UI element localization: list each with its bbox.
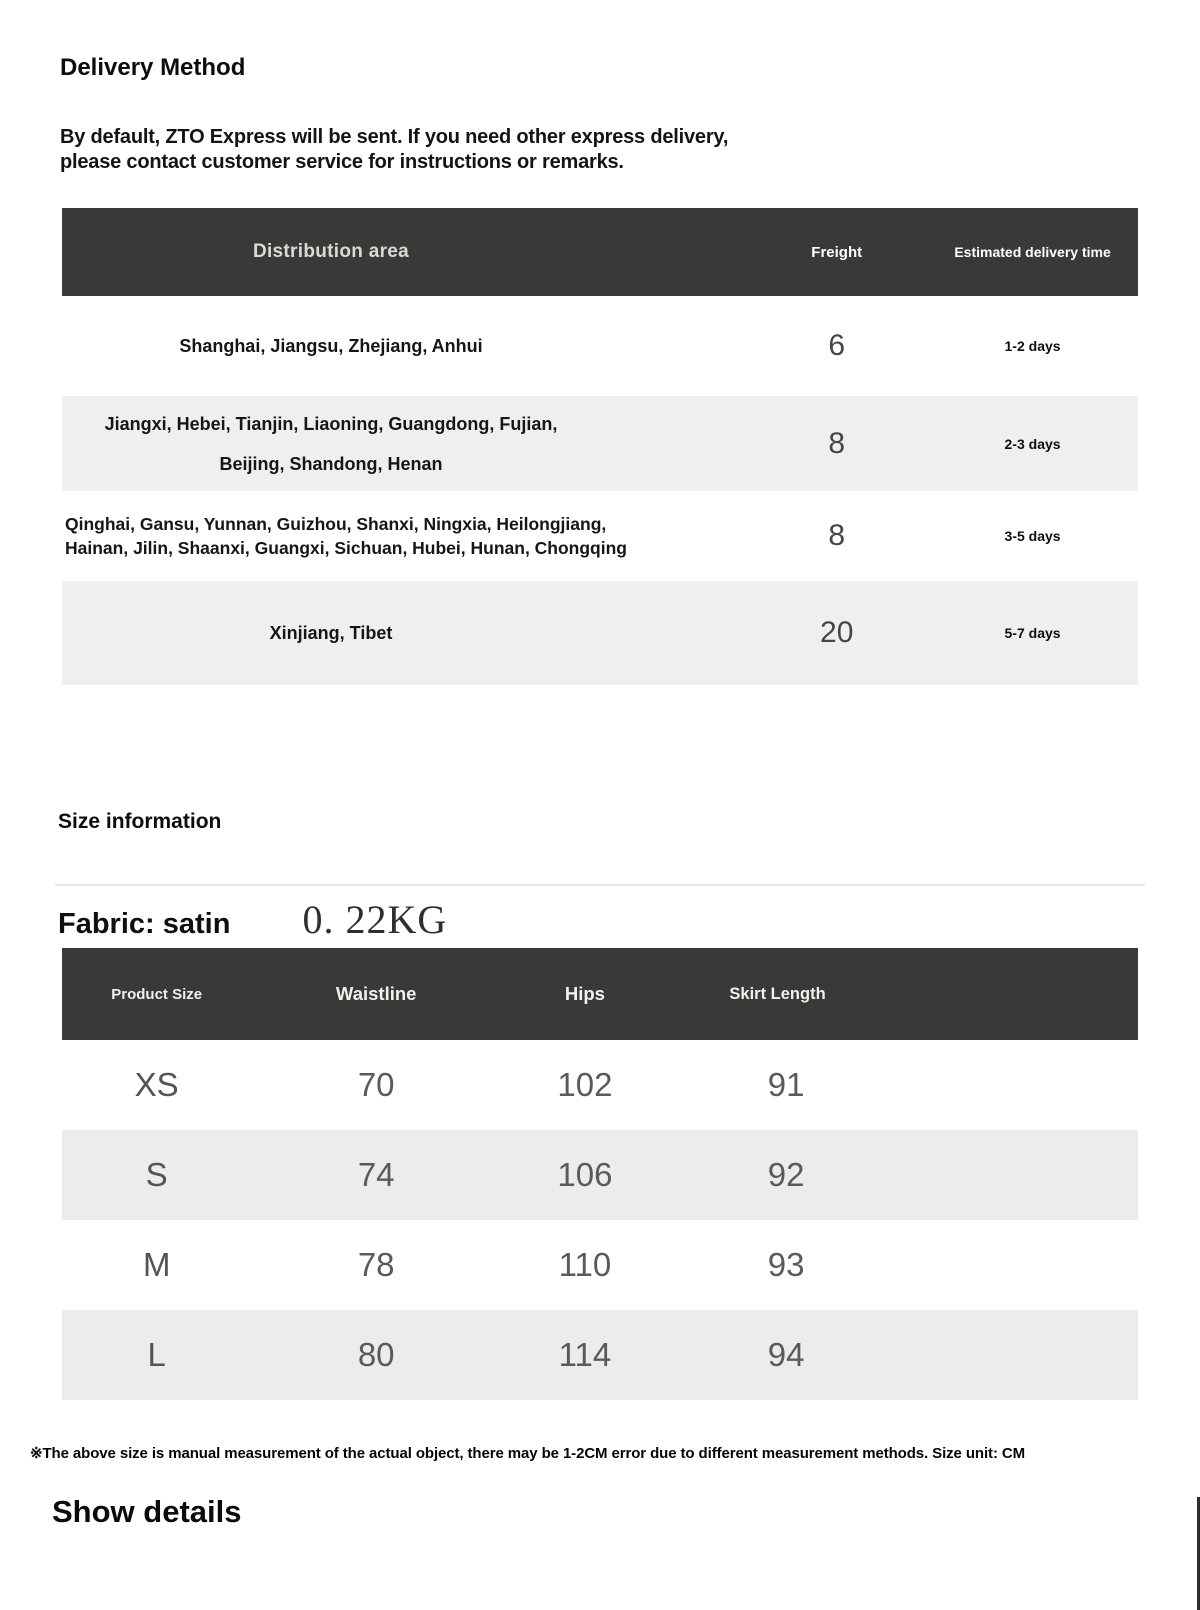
delivery-description: By default, ZTO Express will be sent. If…: [60, 125, 728, 175]
size-cell-waistline: 70: [357, 1066, 395, 1103]
freight-cell: 8: [828, 426, 846, 460]
delivery-time-cell: 5-7 days: [1004, 625, 1061, 641]
delivery-description-line: By default, ZTO Express will be sent. If…: [60, 126, 729, 148]
size-table-row: M 78 110 93: [62, 1220, 1138, 1310]
size-cell-hips: 114: [558, 1336, 612, 1373]
size-cell-waistline: 78: [357, 1246, 395, 1283]
delivery-table-body: Shanghai, Jiangsu, Zhejiang, Anhui 6 1-2 d…: [62, 296, 1138, 685]
fabric-row: Fabric: satin 0. 22KG: [58, 896, 447, 943]
size-cell-hips: 110: [558, 1246, 612, 1283]
size-cell-size: L: [147, 1336, 166, 1373]
size-cell-skirt-length: 93: [767, 1246, 805, 1283]
col-header-product-size: Product Size: [111, 985, 203, 1003]
delivery-table: Distribution area Freight Estimated deli…: [62, 208, 1138, 685]
size-cell-waistline: 74: [357, 1156, 395, 1193]
size-cell-skirt-length: 94: [767, 1336, 805, 1373]
col-header-waistline: Waistline: [335, 983, 417, 1004]
freight-cell: 6: [828, 329, 846, 362]
col-header-freight: Freight: [811, 243, 863, 261]
size-table-body: XS 70 102 91 S 74 106 92 M 78 110 93 L 80 114 94: [62, 1040, 1138, 1400]
size-cell-skirt-length: 92: [767, 1156, 805, 1193]
col-header-skirt-length: Skirt Length: [729, 984, 826, 1003]
size-cell-hips: 102: [557, 1066, 613, 1103]
distribution-area-line: Jiangxi, Hebei, Tianjin, Liaoning, Guang…: [104, 413, 558, 434]
size-table-header: Product Size Waistline Hips Skirt Length: [62, 948, 1138, 1040]
size-cell-skirt-length: 91: [767, 1066, 805, 1103]
size-cell-hips: 106: [557, 1156, 613, 1193]
weight-label: 0. 22KG: [302, 897, 448, 942]
size-cell-size: M: [142, 1246, 171, 1283]
size-cell-waistline: 80: [357, 1336, 395, 1373]
size-cell-size: XS: [134, 1066, 179, 1103]
delivery-table-row: Xinjiang, Tibet 20 5-7 days: [62, 581, 1138, 685]
distribution-area-cell: Shanghai, Jiangsu, Zhejiang, Anhui: [62, 296, 600, 396]
distribution-area-cell: Qinghai, Gansu, Yunnan, Guizhou, Shanxi,…: [62, 491, 711, 581]
size-table: Product Size Waistline Hips Skirt Length…: [62, 948, 1138, 1400]
freight-cell: 20: [820, 616, 854, 649]
delivery-table-header: Distribution area Freight Estimated deli…: [62, 208, 1138, 296]
delivery-time-cell: 2-3 days: [1004, 435, 1061, 452]
delivery-table-row: Shanghai, Jiangsu, Zhejiang, Anhui 6 1-2 d…: [62, 296, 1138, 396]
size-table-row: L 80 114 94: [62, 1310, 1138, 1400]
delivery-time-cell: 1-2 days: [1004, 338, 1061, 354]
size-table-row: S 74 106 92: [62, 1130, 1138, 1220]
col-header-distribution-area: Distribution area: [252, 241, 410, 262]
delivery-method-title: Delivery Method: [60, 54, 246, 81]
col-header-estimated-delivery-time: Estimated delivery time: [954, 244, 1111, 260]
distribution-area-line: Hainan, Jilin, Shaanxi, Guangxi, Sichuan…: [65, 538, 627, 558]
distribution-area-line: Shanghai, Jiangsu, Zhejiang, Anhui: [179, 336, 483, 356]
delivery-table-row: Qinghai, Gansu, Yunnan, Guizhou, Shanxi,…: [62, 491, 1138, 581]
distribution-area-line: Qinghai, Gansu, Yunnan, Guizhou, Shanxi,…: [65, 514, 607, 534]
delivery-description-line: please contact customer service for inst…: [60, 151, 624, 173]
delivery-table-row: Jiangxi, Hebei, Tianjin, Liaoning, Guang…: [62, 396, 1138, 491]
freight-cell: 8: [828, 519, 846, 552]
distribution-area-line: Xinjiang, Tibet: [269, 623, 393, 643]
distribution-area-cell: Jiangxi, Hebei, Tianjin, Liaoning, Guang…: [62, 396, 600, 491]
size-cell-size: S: [145, 1156, 168, 1193]
divider-line: [55, 884, 1145, 886]
right-edge-line: [1197, 1497, 1200, 1610]
col-header-hips: Hips: [564, 983, 605, 1004]
size-information-title: Size information: [58, 810, 222, 833]
size-table-row: XS 70 102 91: [62, 1040, 1138, 1130]
distribution-area-cell: Xinjiang, Tibet: [62, 581, 600, 685]
size-measurement-note: ※The above size is manual measurement of…: [30, 1445, 1026, 1462]
fabric-label: Fabric: satin: [58, 908, 231, 940]
distribution-area-line: Beijing, Shandong, Henan: [219, 453, 443, 474]
delivery-time-cell: 3-5 days: [1004, 528, 1061, 544]
show-details-button[interactable]: Show details: [52, 1494, 242, 1529]
